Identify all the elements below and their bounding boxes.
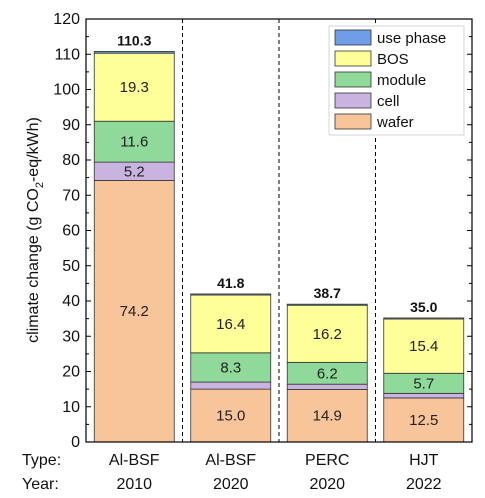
segment-value-label: 15.4	[409, 338, 438, 355]
y-axis-title: climate change (g CO2-eq/kWh)	[25, 117, 46, 343]
bar-segment-BOS	[286, 304, 368, 363]
row-label-year: Year:	[22, 476, 59, 493]
row-label-type: Type:	[22, 452, 61, 469]
bar-segment-BOS	[190, 294, 272, 354]
bar-total-label: 110.3	[117, 32, 151, 48]
segment-value-label: 15.0	[216, 408, 245, 425]
category-type-label: Al-BSF	[205, 452, 256, 469]
y-tick-label: 80	[62, 152, 80, 169]
y-tick-label: 30	[62, 328, 80, 345]
legend-label: use phase	[377, 30, 446, 47]
bar-segment-use-phase	[93, 51, 175, 54]
segment-value-label: 14.9	[313, 408, 342, 425]
category-year-label: 2020	[213, 476, 249, 493]
y-tick-label: 20	[62, 364, 80, 381]
bar-segment-cell	[383, 392, 465, 399]
bar-total-label: 35.0	[410, 299, 437, 315]
segment-value-label: 19.3	[120, 79, 149, 96]
bar-segment-BOS	[93, 52, 175, 122]
y-tick-label: 100	[53, 82, 80, 99]
segment-value-label: 5.7	[413, 375, 434, 392]
y-tick-label: 120	[53, 11, 80, 28]
bar-segment-wafer	[93, 180, 175, 443]
bar-segment-cell	[190, 381, 272, 390]
bar-segment-wafer	[286, 389, 368, 443]
segment-value-label: 11.6	[120, 134, 148, 151]
segment-value-label: 16.4	[216, 316, 245, 333]
category-type-label: PERC	[305, 452, 349, 469]
legend-label: cell	[377, 93, 400, 110]
y-tick-label: 0	[71, 434, 80, 451]
segment-value-label: 8.3	[220, 359, 241, 376]
legend: use phase BOS module cell wafer	[328, 25, 465, 136]
y-tick-label: 10	[62, 399, 80, 416]
legend-swatch-use-phase	[334, 29, 372, 46]
legend-swatch-cell	[334, 92, 372, 109]
category-type-label: Al-BSF	[109, 452, 160, 469]
bar-segment-module	[190, 352, 272, 383]
segment-value-label: 12.5	[409, 412, 438, 429]
category-year-label: 2020	[309, 476, 345, 493]
category-year-label: 2022	[406, 476, 442, 493]
legend-swatch-module	[334, 71, 372, 88]
legend-label: module	[377, 72, 426, 89]
category-year-label: 2010	[116, 476, 152, 493]
bar-segment-use-phase	[286, 303, 368, 306]
segment-value-label: 5.2	[124, 163, 145, 180]
bar-total-label: 38.7	[314, 285, 341, 301]
y-tick-label: 40	[62, 293, 80, 310]
legend-swatch-BOS	[334, 50, 372, 67]
y-tick-label: 50	[62, 258, 80, 275]
category-type-label: HJT	[409, 452, 439, 469]
bar-segment-cell	[286, 383, 368, 390]
y-tick-label: 70	[62, 187, 80, 204]
y-tick-label: 60	[62, 223, 80, 240]
bar-total-label: 41.8	[217, 275, 244, 291]
legend-label: wafer	[376, 114, 414, 131]
legend-label: BOS	[377, 51, 409, 68]
legend-swatch-wafer	[334, 113, 372, 130]
bar-segment-use-phase	[383, 317, 465, 320]
y-tick-label: 110	[54, 46, 80, 63]
plot-area: 0 10 20 30 40 50 60 70 80 90 100 110 120 74.2 5.2 11.6 1…	[22, 11, 473, 493]
y-tick-label: 90	[62, 117, 80, 134]
segment-value-label: 74.2	[120, 303, 149, 320]
bar-segment-use-phase	[190, 293, 272, 296]
plot-frame	[85, 18, 473, 443]
bar-segment-module	[93, 120, 175, 163]
segment-value-label: 6.2	[317, 365, 338, 382]
segment-value-label: 16.2	[313, 326, 342, 343]
bar-segment-wafer	[190, 388, 272, 443]
bar-segment-BOS	[383, 318, 465, 374]
